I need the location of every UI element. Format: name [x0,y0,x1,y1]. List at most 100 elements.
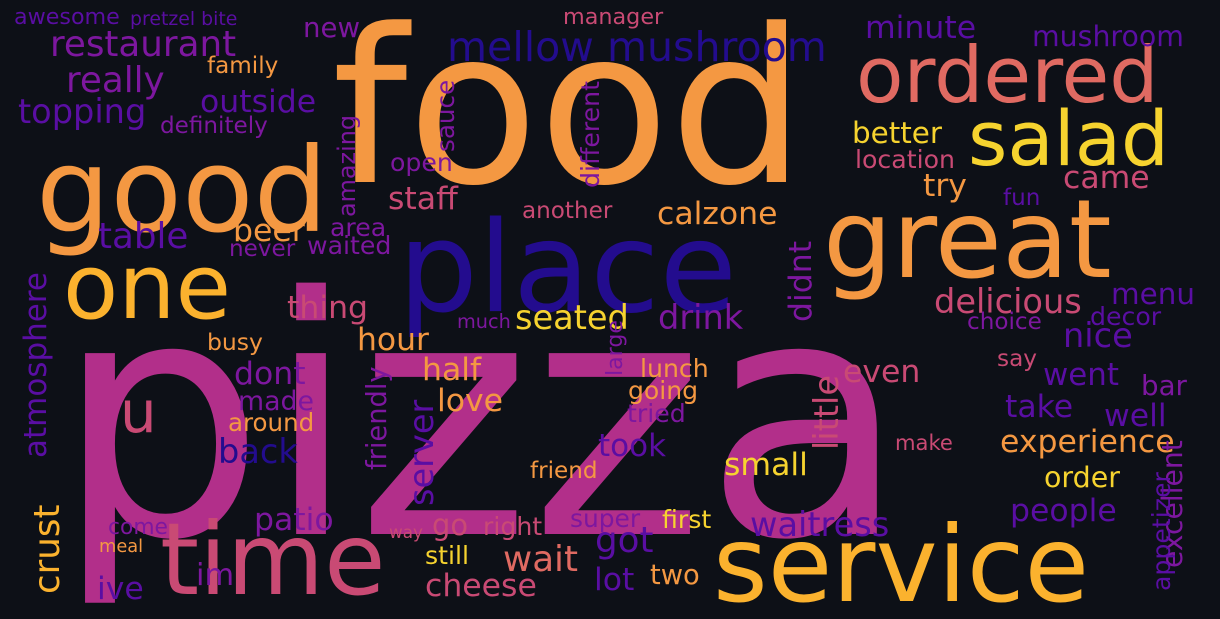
word-meal: meal [99,536,144,558]
word-awesome: awesome [14,3,120,30]
word-lot: lot [594,562,635,599]
word-waited: waited [307,231,392,261]
word-went: went [1043,356,1119,393]
word-pizza: pizza [55,228,907,614]
word-staff: staff [388,181,458,218]
word-came: came [1063,160,1150,197]
word-area: area [330,213,387,243]
word-mushroom: mushroom [1032,19,1184,53]
word-didnt: didnt [783,240,819,322]
word-come: come [108,515,168,541]
word-still: still [425,541,469,571]
word-drink: drink [658,298,744,338]
word-made: made [238,385,315,417]
word-pretzel-bite: pretzel bite [130,7,238,30]
word-beer: beer [233,213,305,250]
word-one: one [63,234,232,340]
word-bar: bar [1141,369,1187,403]
word-order: order [1044,460,1120,494]
word-new: new [303,11,361,45]
word-another: another [522,198,613,225]
word-never: never [229,236,296,263]
word-topping: topping [18,92,147,132]
word-open: open [390,148,453,178]
word-really: really [66,60,165,102]
word-tried: tried [627,399,686,429]
word-right: right [483,512,543,542]
word-u: u [120,377,157,446]
word-calzone: calzone [657,196,778,233]
word-outside: outside [200,84,317,121]
word-patio: patio [254,502,334,539]
word-salad: salad [968,95,1170,184]
word-large: large [602,320,628,376]
word-little: little [807,375,846,450]
word-love: love [437,383,504,420]
word-dont: dont [234,356,306,393]
word-definitely: definitely [160,113,268,140]
word-server: server [402,399,441,506]
word-took: took [598,427,667,464]
word-super: super [570,503,641,533]
word-location: location [855,145,955,175]
word-sauce: sauce [431,79,460,152]
word-take: take [1005,389,1074,426]
word-menu: menu [1111,277,1195,312]
word-say: say [997,345,1038,373]
word-amazing: amazing [333,114,361,217]
word-service: service [713,503,1090,619]
word-mellow-mushroom: mellow mushroom [447,23,827,72]
word-going: going [628,376,699,406]
word-family: family [207,53,279,80]
word-different: different [576,81,605,188]
word-friend: friend [530,458,598,485]
word-choice: choice [967,309,1042,336]
word-experience: experience [1000,424,1175,461]
word-decor: decor [1090,302,1162,332]
word-thing: thing [287,290,369,327]
word-waitress: waitress [750,505,890,545]
word-people: people [1010,493,1117,530]
word-way: way [389,521,423,542]
word-lunch: lunch [640,354,709,384]
word-restaurant: restaurant [50,24,237,66]
word-nice: nice [1063,316,1133,356]
word-cheese: cheese [425,568,537,605]
word-im: im [196,557,235,593]
word-try: try [923,168,967,205]
word-make: make [895,430,953,456]
word-wait: wait [503,539,578,581]
word-got: got [595,520,654,562]
word-around: around [228,407,315,437]
word-friendly: friendly [362,366,393,470]
word-much: much [457,310,511,334]
word-first: first [662,505,712,535]
word-appetizer: appetizer [1147,472,1176,591]
word-hour: hour [357,322,429,359]
word-back: back [218,432,298,472]
word-table: table [98,216,189,258]
word-busy: busy [207,328,263,357]
word-go: go [432,507,469,542]
word-time: time [160,500,386,618]
word-minute: minute [865,10,977,47]
word-ive: ive [97,571,144,608]
word-food: food [332,0,806,233]
word-crust: crust [27,504,68,595]
word-ordered: ordered [856,31,1159,122]
word-small: small [724,447,808,484]
word-atmosphere: atmosphere [18,272,54,458]
word-fun: fun [1003,185,1041,212]
word-good: good [36,122,328,260]
word-delicious: delicious [934,282,1082,322]
word-even: even [843,354,921,391]
word-half: half [422,352,482,389]
word-place: place [398,194,737,341]
word-manager: manager [563,3,664,30]
word-two: two [650,560,700,592]
word-great: great [823,176,1112,304]
word-seated: seated [515,298,629,338]
word-better: better [852,116,942,151]
word-well: well [1104,398,1167,435]
